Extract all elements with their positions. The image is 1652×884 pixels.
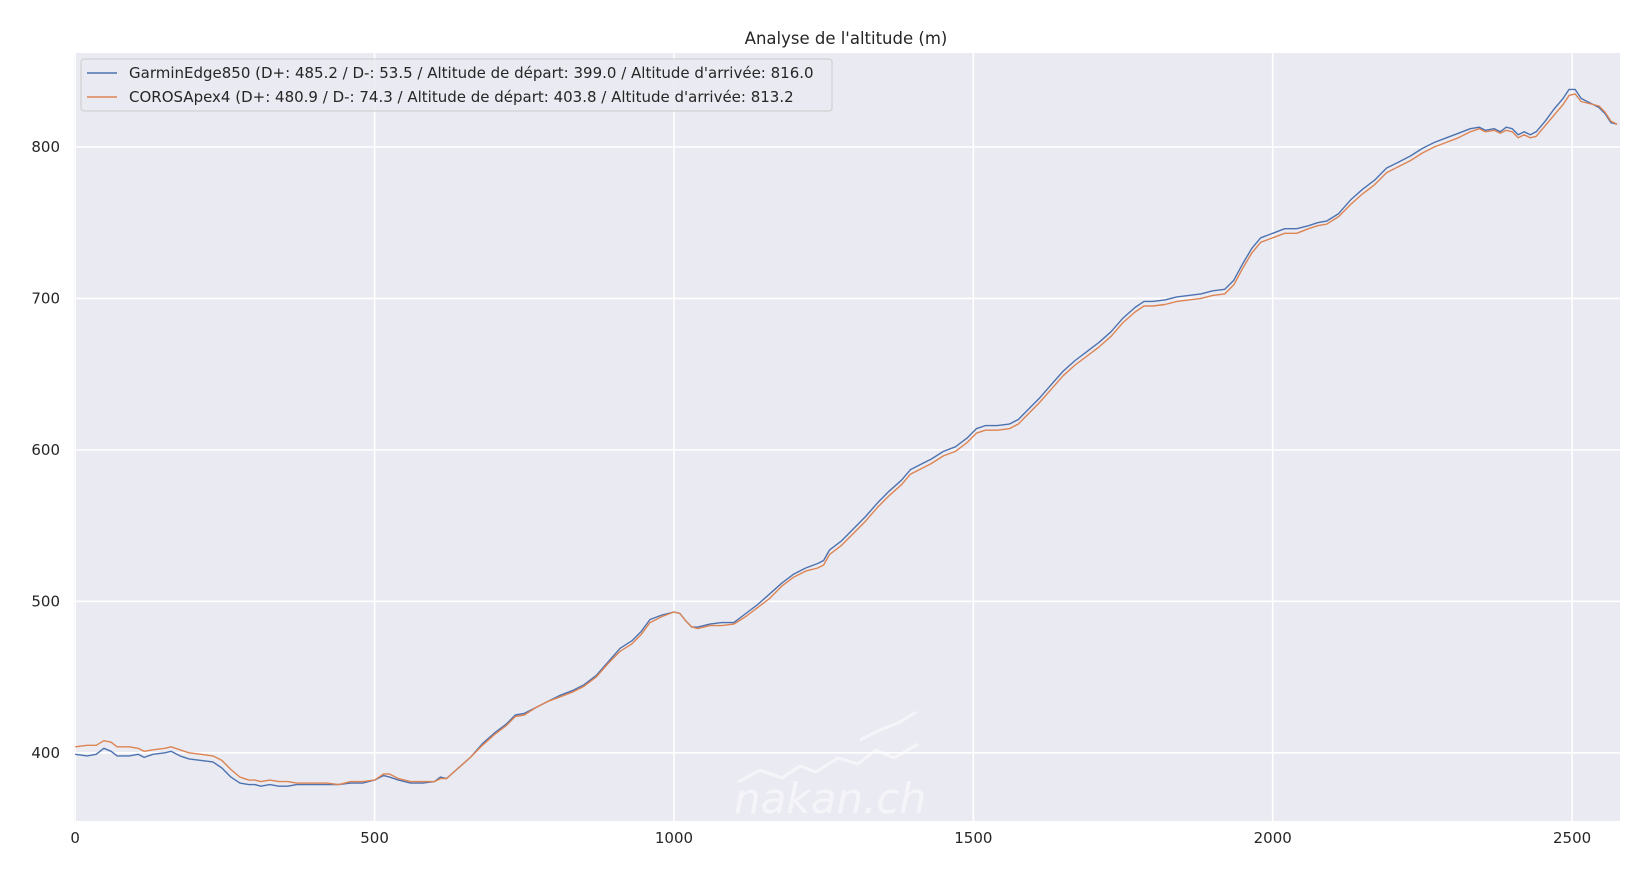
x-tick-label: 1500 — [954, 829, 992, 847]
x-tick-label: 1000 — [655, 829, 693, 847]
y-tick-label: 500 — [31, 592, 60, 610]
x-axis-ticks: 0 500 1000 1500 2000 2500 — [70, 829, 1591, 847]
grid-lines — [74, 53, 1620, 821]
watermark-logo: nakan.ch — [734, 710, 926, 823]
series-lines — [75, 88, 1618, 787]
watermark-text: nakan.ch — [734, 774, 926, 823]
y-axis-ticks: 400 500 600 700 800 — [31, 138, 60, 762]
plot-area — [74, 53, 1620, 821]
legend-label-0: GarminEdge850 (D+: 485.2 / D-: 53.5 / Al… — [129, 64, 814, 82]
x-tick-label: 2500 — [1553, 829, 1591, 847]
y-tick-label: 400 — [31, 744, 60, 762]
legend-label-1: COROSApex4 (D+: 480.9 / D-: 74.3 / Altit… — [129, 88, 794, 106]
series-line-0 — [75, 88, 1618, 787]
legend-box — [80, 58, 833, 112]
x-tick-label: 2000 — [1254, 829, 1292, 847]
chart-title: Analyse de l'altitude (m) — [745, 29, 948, 48]
series-line-1 — [75, 93, 1618, 786]
y-tick-label: 700 — [31, 289, 60, 307]
y-tick-label: 600 — [31, 441, 60, 459]
x-tick-label: 500 — [360, 829, 389, 847]
x-tick-label: 0 — [70, 829, 80, 847]
y-tick-label: 800 — [31, 138, 60, 156]
legend: GarminEdge850 (D+: 485.2 / D-: 53.5 / Al… — [80, 58, 833, 112]
